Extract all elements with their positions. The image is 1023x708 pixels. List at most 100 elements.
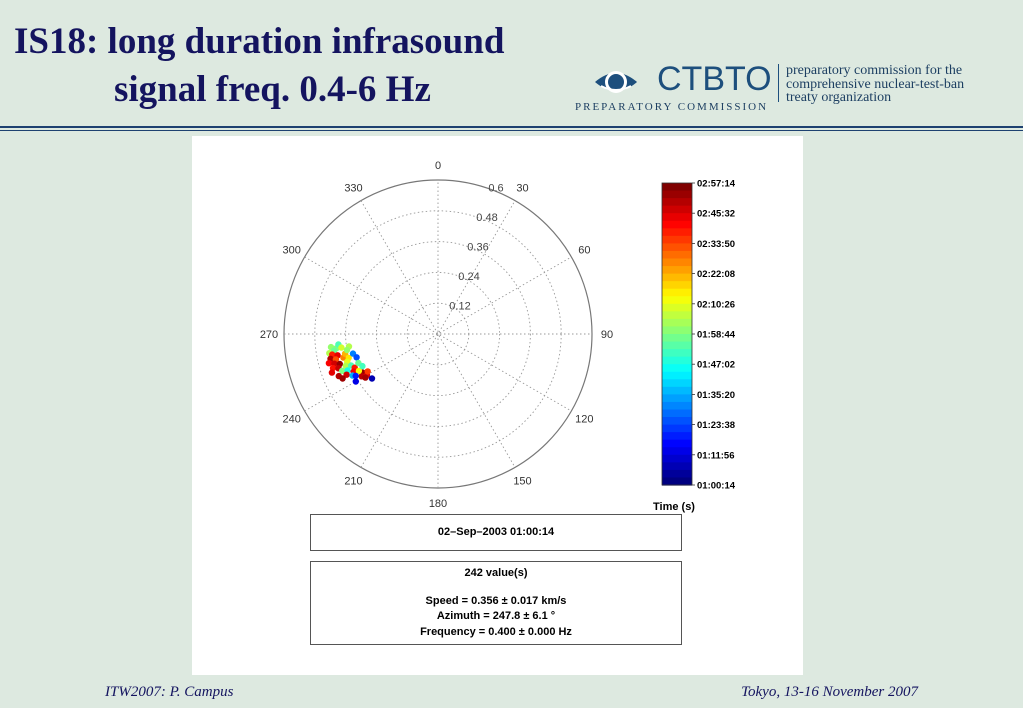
colorbar-tick-label: 02:10:26 [697,299,735,310]
colorbar-segment [662,394,692,403]
colorbar-segment [662,205,692,214]
angle-tick-label: 270 [260,329,278,341]
colorbar-segment [662,243,692,252]
data-point [364,368,371,375]
colorbar-segment [662,266,692,275]
colorbar-tick-label: 02:57:14 [697,179,736,190]
azimuth-stat: Azimuth = 247.8 ± 6.1 ° [436,610,556,622]
colorbar-segment [662,235,692,244]
data-point [339,375,346,382]
colorbar-tick-label: 02:33:50 [697,239,735,250]
logo-text-line: preparatory commission for the [786,63,963,78]
colorbar-segment [662,228,692,237]
header-rule [0,126,1023,128]
slide-title: IS18: long duration infrasound signal fr… [14,18,614,114]
data-point [359,362,366,370]
polar-spoke [360,200,516,468]
colorbar-segment [662,371,692,380]
logo-text-line: comprehensive nuclear-test-ban [786,76,965,92]
logo-description: preparatory commission for the comprehen… [786,64,964,105]
slide-title-line1: IS18: long duration infrasound [14,21,505,62]
colorbar-segment [662,281,692,290]
colorbar-segment [662,190,692,199]
colorbar-segment [662,454,692,463]
radial-tick-label: 0.48 [476,212,497,224]
colorbar-segment [662,183,692,192]
colorbar-segment [662,258,692,267]
data-point [353,354,360,361]
angle-tick-label: 180 [429,498,447,510]
header-rule-thin [0,130,1023,131]
colorbar-segment [662,462,692,471]
polar-outer-circle [283,179,593,489]
angle-tick-label: 60 [578,245,590,257]
colorbar-tick-label: 01:35:20 [697,390,735,401]
colorbar-segment [662,364,692,373]
angle-tick-label: 330 [344,183,362,195]
angle-tick-label: 150 [513,475,531,487]
colorbar-segment [662,477,692,486]
colorbar-tick-label: 01:00:14 [697,481,736,492]
logo-wordmark: CTBTO [657,60,772,98]
colorbar-segment [662,409,692,418]
polar-chart: 0 30 60 90 120 150 180 210 240 270 300 330 0.12 0.24 0… [260,160,736,513]
colorbar-tick-label: 02:22:08 [697,269,735,280]
colorbar-segment [662,432,692,441]
polar-spoke [304,256,572,412]
data-point [325,360,333,367]
colorbar-segment [662,417,692,426]
data-point [368,375,376,382]
colorbar-segment [662,334,692,343]
logo-text-line: treaty organization [786,90,892,105]
colorbar-segment [662,447,692,456]
colorbar-tick-label: 01:47:02 [697,360,735,371]
colorbar-segment [662,469,692,479]
data-point [352,378,359,385]
radial-tick-label: 0.12 [449,301,470,313]
radial-tick-label: 0.6 [488,183,503,195]
ctbto-logo: CTBTO PREPARATORY COMMISSION preparatory… [573,60,1013,116]
colorbar-tick-label: 02:45:32 [697,209,735,220]
colorbar-segment [662,250,692,260]
data-point [355,367,363,375]
eye-icon [595,71,637,93]
colorbar-tick-label: 01:11:56 [697,450,735,461]
colorbar-segment [662,220,692,229]
colorbar-segment [662,198,692,207]
colorbar-segment [662,311,692,320]
colorbar-segment [662,273,692,282]
plot-panel: 0 30 60 90 120 150 180 210 240 270 300 330 0.12 0.24 0… [192,136,803,675]
colorbar-segment [662,326,692,335]
colorbar-segment [662,318,692,328]
colorbar-tick-label: 01:58:44 [697,330,736,341]
value-count: 242 value(s) [464,567,528,579]
radial-tick-label: 0.36 [467,242,488,254]
colorbar-segment [662,349,692,358]
logo-divider [778,64,779,102]
data-point [338,344,345,351]
date-box: 02–Sep–2003 01:00:14 [310,514,682,551]
data-point [352,372,359,380]
colorbar-segment [662,356,692,365]
frequency-stat: Frequency = 0.400 ± 0.000 Hz [420,625,572,638]
angle-tick-label: 210 [344,475,362,487]
footer-author: ITW2007: P. Campus [105,684,234,700]
slide-title-line2: signal freq. 0.4-6 Hz [114,69,431,110]
colorbar-segment [662,386,692,395]
data-point [328,369,336,376]
date-text: 02–Sep–2003 01:00:14 [437,526,555,538]
colorbar-label: Time (s) [653,501,695,513]
colorbar-segment [662,439,692,448]
stats-box: 242 value(s) Speed = 0.356 ± 0.017 km/s … [310,561,682,645]
angle-tick-label: 30 [516,183,528,195]
data-point [362,374,369,381]
data-point [343,371,350,378]
angle-tick-label: 120 [575,414,593,426]
colorbar-segment [662,424,692,433]
colorbar-tick-label: 01:23:38 [697,420,735,431]
angle-tick-label: 300 [282,245,300,257]
polar-spoke [304,256,572,412]
colorbar-segment [662,379,692,388]
data-point [339,367,346,374]
colorbar-segment [662,213,692,222]
